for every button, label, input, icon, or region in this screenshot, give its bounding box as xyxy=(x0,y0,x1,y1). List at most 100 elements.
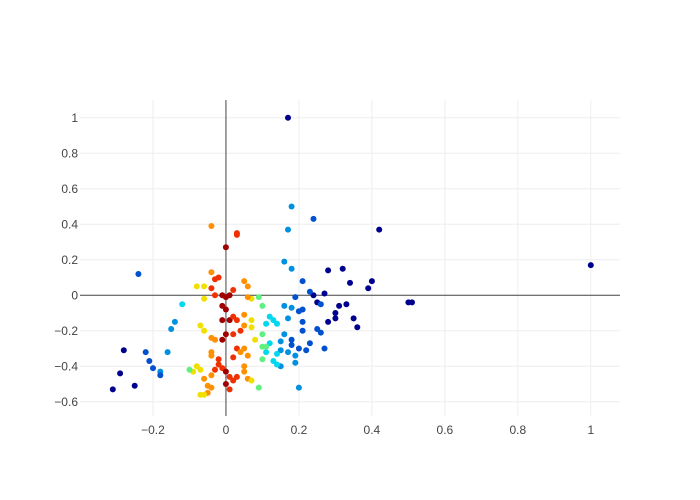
data-point xyxy=(219,336,226,343)
data-point xyxy=(201,283,208,290)
data-point xyxy=(226,386,233,393)
data-point xyxy=(270,358,277,364)
data-point xyxy=(215,361,222,368)
data-point xyxy=(241,345,248,352)
data-point xyxy=(321,345,328,352)
data-point xyxy=(288,304,295,311)
data-point xyxy=(288,203,295,210)
data-point xyxy=(233,230,240,237)
data-point xyxy=(208,352,215,359)
data-point xyxy=(222,368,229,375)
data-point xyxy=(120,347,127,354)
data-point xyxy=(241,278,248,285)
data-point xyxy=(135,271,142,277)
data-point xyxy=(131,382,138,389)
data-point xyxy=(244,294,251,301)
data-point xyxy=(248,317,255,324)
data-point xyxy=(266,313,273,320)
data-point xyxy=(179,301,186,308)
data-point xyxy=(336,302,343,309)
data-point xyxy=(325,318,332,325)
data-point xyxy=(201,295,208,302)
data-point xyxy=(208,372,215,379)
data-point xyxy=(285,226,291,233)
data-point xyxy=(295,384,302,391)
data-point xyxy=(215,356,222,363)
data-point xyxy=(317,329,324,336)
data-point xyxy=(109,386,116,393)
data-point xyxy=(347,279,353,286)
data-point xyxy=(222,244,229,251)
data-point xyxy=(277,347,284,354)
data-point xyxy=(263,320,270,327)
data-point xyxy=(215,274,222,281)
data-point xyxy=(164,349,171,356)
data-point xyxy=(208,285,215,292)
data-point xyxy=(244,352,251,359)
data-point xyxy=(332,315,339,322)
x-tick-label: 0 xyxy=(223,423,230,437)
data-point xyxy=(343,301,350,308)
data-point xyxy=(222,331,229,338)
data-point xyxy=(212,292,218,299)
data-point xyxy=(259,356,266,363)
data-point xyxy=(281,302,288,309)
data-point xyxy=(252,336,259,343)
data-point xyxy=(233,373,240,380)
data-points xyxy=(109,114,594,398)
data-point xyxy=(201,391,208,398)
x-tick-label: 0.4 xyxy=(364,423,381,437)
x-axis-ticks: −0.2 0 0.2 0.4 0.6 0.8 1 xyxy=(141,423,594,437)
data-point xyxy=(292,294,299,301)
data-point xyxy=(226,292,233,299)
y-tick-label: 0.8 xyxy=(61,146,78,160)
data-point xyxy=(354,324,361,331)
y-tick-label: 0.4 xyxy=(61,217,78,231)
y-tick-label: 1 xyxy=(71,111,78,125)
data-point xyxy=(288,265,295,272)
data-point xyxy=(142,349,149,356)
y-tick-label: −0.2 xyxy=(54,324,78,338)
data-point xyxy=(219,317,226,324)
data-point xyxy=(263,343,270,350)
data-point xyxy=(222,306,229,313)
data-point xyxy=(201,327,208,334)
data-point xyxy=(241,322,248,329)
data-point xyxy=(193,363,200,370)
data-point xyxy=(150,365,156,372)
data-point xyxy=(241,311,248,318)
y-tick-label: 0 xyxy=(71,288,78,302)
y-tick-label: −0.6 xyxy=(54,395,78,409)
data-point xyxy=(285,114,291,121)
data-point xyxy=(230,354,237,361)
data-point xyxy=(332,310,339,316)
data-point xyxy=(241,363,248,370)
data-point xyxy=(157,372,164,379)
data-point xyxy=(248,324,255,331)
data-point xyxy=(255,294,262,301)
data-point xyxy=(212,366,218,373)
data-point xyxy=(325,267,332,274)
data-point xyxy=(233,317,240,324)
data-point xyxy=(259,331,266,338)
data-point xyxy=(117,370,124,377)
data-point xyxy=(350,315,357,322)
data-point xyxy=(292,359,299,366)
data-point xyxy=(263,349,270,356)
data-point xyxy=(310,215,317,222)
data-point xyxy=(277,338,284,345)
data-point xyxy=(281,258,288,265)
data-point xyxy=(259,302,266,309)
data-point xyxy=(376,226,383,233)
data-point xyxy=(146,358,153,364)
x-tick-label: 1 xyxy=(587,423,594,437)
data-point xyxy=(285,349,291,356)
y-tick-label: 0.2 xyxy=(61,253,78,267)
data-point xyxy=(306,340,313,347)
data-point xyxy=(368,278,375,285)
zero-lines xyxy=(80,100,620,416)
data-point xyxy=(237,349,244,356)
x-tick-label: 0.6 xyxy=(437,423,454,437)
